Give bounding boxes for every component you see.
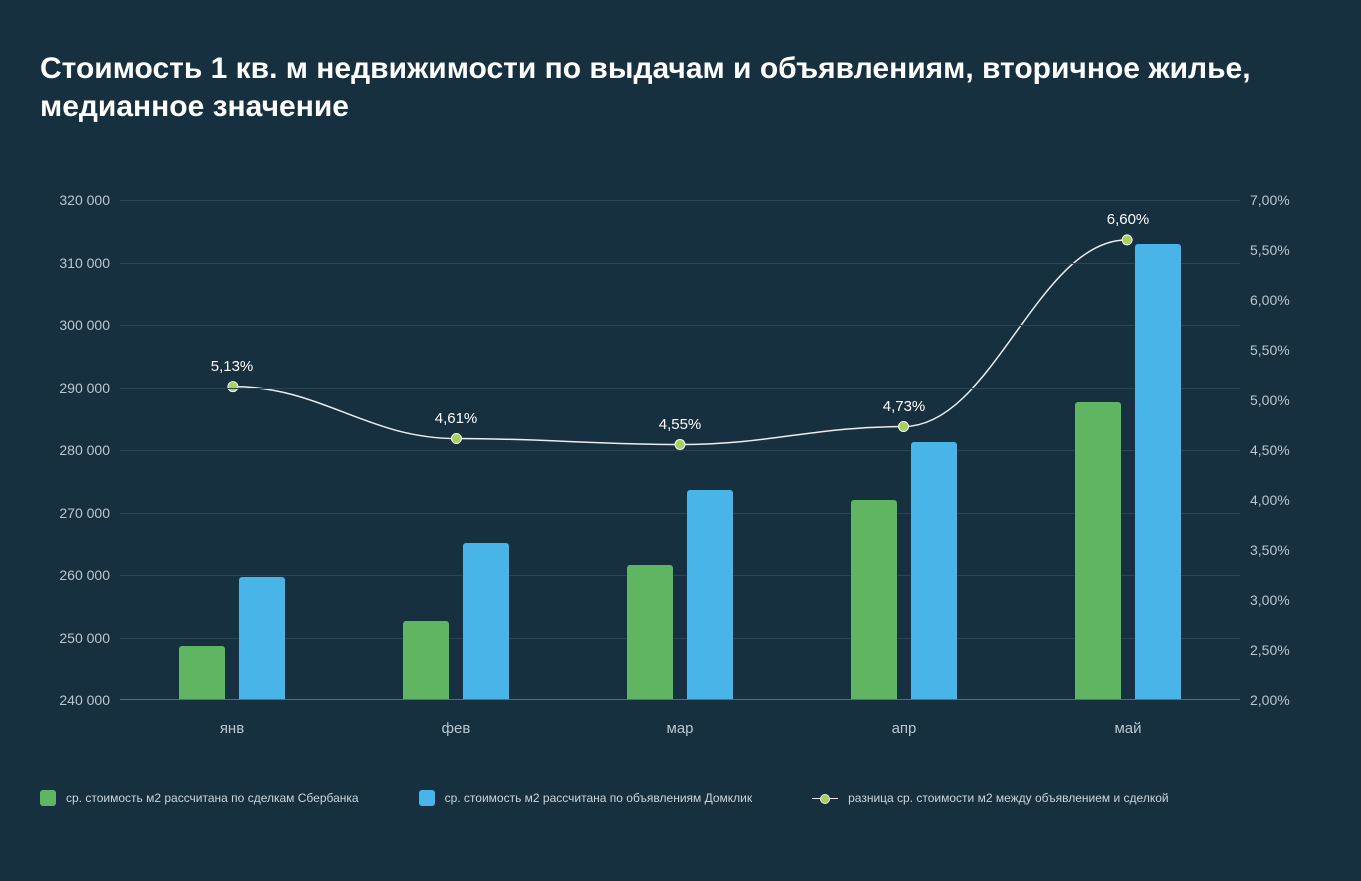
plot-area: 5,13% 4,61% 4,55% 4,73% 6,60% <box>120 200 1240 700</box>
y-right-tick-label: 6,00% <box>1250 292 1320 308</box>
x-tick-label: апр <box>892 720 917 737</box>
y-right-tick-label: 5,00% <box>1250 392 1320 408</box>
y-left-tick-label: 280 000 <box>40 442 110 458</box>
y-right-tick-label: 2,50% <box>1250 642 1320 658</box>
bar-series-2 <box>687 490 733 699</box>
y-right-tick-label: 3,00% <box>1250 592 1320 608</box>
bar-series-1 <box>1075 402 1121 699</box>
y-right-tick-label: 5,50% <box>1250 242 1320 258</box>
x-tick-label: янв <box>220 720 244 737</box>
gridline <box>120 513 1240 514</box>
y-left-tick-label: 290 000 <box>40 380 110 396</box>
legend-item: разница ср. стоимости м2 между объявлени… <box>812 791 1168 805</box>
gridline <box>120 200 1240 201</box>
y-right-tick-label: 2,00% <box>1250 692 1320 708</box>
x-tick-label: май <box>1114 720 1141 737</box>
line-point <box>899 422 909 432</box>
legend-swatch <box>40 790 56 806</box>
gridline <box>120 388 1240 389</box>
y-left-tick-label: 240 000 <box>40 692 110 708</box>
bar-series-1 <box>179 646 225 699</box>
gridline <box>120 450 1240 451</box>
legend-item: ср. стоимость м2 рассчитана по сделкам С… <box>40 790 359 806</box>
y-right-tick-label: 4,50% <box>1250 442 1320 458</box>
gridline <box>120 263 1240 264</box>
legend-label: разница ср. стоимости м2 между объявлени… <box>848 791 1168 805</box>
line-path <box>233 240 1127 445</box>
x-tick-label: мар <box>667 720 694 737</box>
legend-swatch <box>419 790 435 806</box>
legend-item: ср. стоимость м2 рассчитана по объявлени… <box>419 790 753 806</box>
legend-label: ср. стоимость м2 рассчитана по сделкам С… <box>66 791 359 805</box>
bar-series-2 <box>911 442 957 700</box>
line-point-label: 4,73% <box>883 398 926 415</box>
y-left-tick-label: 260 000 <box>40 567 110 583</box>
bar-series-2 <box>239 577 285 699</box>
line-point <box>1122 235 1132 245</box>
y-left-tick-label: 250 000 <box>40 630 110 646</box>
legend-label: ср. стоимость м2 рассчитана по объявлени… <box>445 791 753 805</box>
line-point-label: 4,61% <box>435 410 478 427</box>
line-point <box>675 440 685 450</box>
legend-swatch-line <box>812 798 838 799</box>
bar-series-2 <box>1135 244 1181 699</box>
line-point-label: 4,55% <box>659 416 702 433</box>
line-point-label: 5,13% <box>211 358 254 375</box>
line-point-label: 6,60% <box>1107 211 1150 228</box>
line-point <box>451 434 461 444</box>
y-right-tick-label: 3,50% <box>1250 542 1320 558</box>
gridline <box>120 638 1240 639</box>
chart-title: Стоимость 1 кв. м недвижимости по выдача… <box>40 50 1321 125</box>
bar-series-1 <box>851 500 897 699</box>
gridline <box>120 575 1240 576</box>
x-tick-label: фев <box>442 720 471 737</box>
gridline <box>120 325 1240 326</box>
y-right-tick-label: 4,00% <box>1250 492 1320 508</box>
chart-area: 5,13% 4,61% 4,55% 4,73% 6,60% 240 000 250 000… <box>40 180 1320 740</box>
y-right-tick-label: 7,00% <box>1250 192 1320 208</box>
y-left-tick-label: 320 000 <box>40 192 110 208</box>
bar-series-2 <box>463 543 509 699</box>
y-left-tick-label: 310 000 <box>40 255 110 271</box>
legend-swatch-dot <box>820 794 830 804</box>
legend: ср. стоимость м2 рассчитана по сделкам С… <box>40 790 1320 806</box>
y-right-tick-label: 5,50% <box>1250 342 1320 358</box>
bar-series-1 <box>403 621 449 699</box>
y-left-tick-label: 300 000 <box>40 317 110 333</box>
y-left-tick-label: 270 000 <box>40 505 110 521</box>
bar-series-1 <box>627 565 673 699</box>
